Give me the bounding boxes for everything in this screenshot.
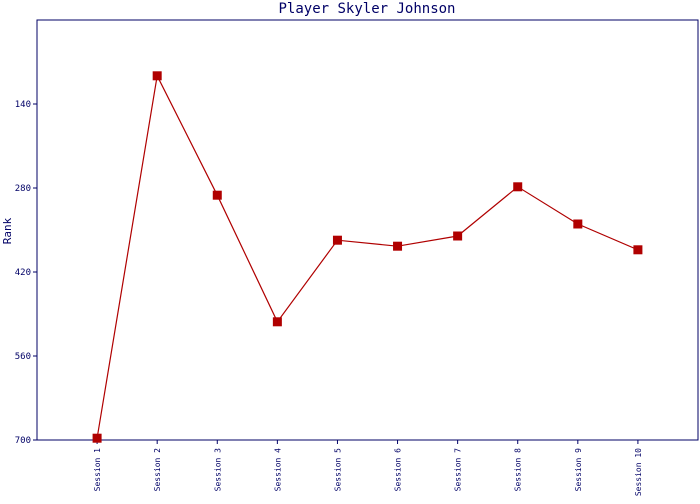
data-point bbox=[513, 182, 523, 192]
x-tick-label: Session 10 bbox=[634, 448, 643, 496]
data-point bbox=[92, 433, 102, 443]
x-tick-label: Session 2 bbox=[153, 448, 162, 492]
x-tick-label: Session 6 bbox=[394, 448, 403, 492]
chart-title: Player Skyler Johnson bbox=[278, 1, 455, 17]
x-tick-label: Session 3 bbox=[213, 448, 222, 492]
data-point bbox=[272, 317, 282, 327]
y-tick-label: 560 bbox=[15, 352, 31, 362]
x-tick-label: Session 8 bbox=[514, 448, 523, 492]
y-tick-label: 420 bbox=[15, 268, 31, 278]
y-axis-label: Rank bbox=[1, 217, 14, 244]
data-point bbox=[332, 235, 342, 245]
y-tick-label: 280 bbox=[15, 184, 31, 194]
data-point bbox=[152, 71, 162, 81]
y-tick-label: 700 bbox=[15, 436, 31, 446]
x-tick-label: Session 7 bbox=[454, 448, 463, 492]
x-tick-label: Session 5 bbox=[333, 448, 342, 492]
data-point bbox=[573, 219, 583, 229]
data-point bbox=[393, 241, 403, 251]
x-tick-label: Session 1 bbox=[93, 448, 102, 492]
y-tick-label: 140 bbox=[15, 100, 31, 110]
x-tick-label: Session 4 bbox=[273, 448, 282, 492]
x-tick-label: Session 9 bbox=[574, 448, 583, 492]
data-point bbox=[453, 231, 463, 241]
plot-frame bbox=[36, 19, 699, 441]
data-point bbox=[212, 190, 222, 200]
series-line bbox=[96, 73, 639, 439]
data-point bbox=[633, 245, 643, 255]
